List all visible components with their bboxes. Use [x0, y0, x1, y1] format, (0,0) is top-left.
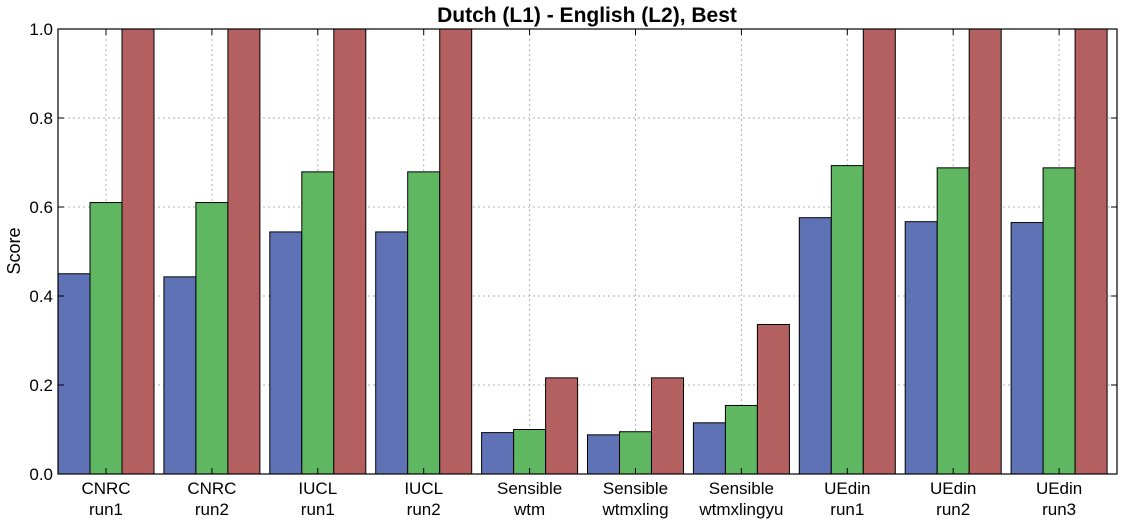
bar [904, 221, 938, 475]
bar [333, 28, 367, 475]
x-tick-label: wtmxling [601, 500, 668, 519]
bar [619, 431, 652, 475]
bar [798, 217, 832, 475]
x-tick-label: Sensible [497, 479, 562, 498]
bar [862, 28, 896, 475]
bar [375, 231, 409, 475]
bar [163, 276, 197, 475]
x-tick-label: run1 [830, 500, 864, 519]
bar [724, 404, 758, 475]
bar [1010, 222, 1044, 475]
x-tick-label: wtm [513, 500, 545, 519]
axis-ticks [58, 28, 1117, 475]
x-tick-label: run2 [407, 500, 441, 519]
x-tick-label: run2 [936, 500, 970, 519]
bar [587, 434, 620, 475]
bar [301, 171, 335, 475]
x-tick-label: run1 [89, 500, 123, 519]
bar [195, 202, 229, 475]
bar [545, 377, 579, 475]
x-tick-label: run1 [301, 500, 335, 519]
y-tick-label: 0.8 [29, 109, 53, 128]
y-tick-label: 0.6 [29, 198, 53, 217]
y-tick-label: 0.0 [29, 465, 53, 484]
x-tick-label: run3 [1042, 500, 1076, 519]
y-tick-label: 1.0 [29, 20, 53, 39]
bar [89, 202, 123, 475]
category-labels: CNRC run1 CNRC run2 IUCL run1 IUCL run2 Sensible… [81, 479, 1082, 519]
bar [756, 323, 790, 475]
bar [439, 28, 473, 475]
x-tick-label: wtmxlingyu [698, 500, 783, 519]
bar [830, 165, 864, 475]
bar [513, 429, 547, 475]
bar [1042, 167, 1076, 475]
bar [121, 28, 155, 475]
x-tick-label: UEdin [930, 479, 976, 498]
bar [651, 377, 684, 475]
bar [692, 422, 726, 475]
bar [57, 273, 91, 475]
x-tick-label: IUCL [298, 479, 337, 498]
bar [227, 28, 261, 475]
bar [481, 432, 515, 475]
chart-title: Dutch (L1) - English (L2), Best [437, 4, 737, 27]
x-tick-label: IUCL [404, 479, 443, 498]
y-tick-label: 0.4 [29, 287, 53, 306]
x-tick-label: Sensible [603, 479, 668, 498]
bar [407, 171, 441, 475]
x-tick-label: CNRC [187, 479, 236, 498]
y-axis-label: Score [4, 227, 24, 274]
y-tick-labels: 0.0 0.2 0.4 0.6 0.8 1.0 [29, 20, 53, 484]
bar [269, 231, 303, 475]
x-tick-label: CNRC [81, 479, 130, 498]
plot-frame [57, 28, 1118, 475]
bar [936, 167, 970, 475]
bars [57, 28, 1108, 475]
x-tick-label: UEdin [824, 479, 870, 498]
y-tick-label: 0.2 [29, 376, 53, 395]
x-tick-label: Sensible [709, 479, 774, 498]
bar [968, 28, 1002, 475]
x-tick-label: run2 [195, 500, 229, 519]
x-tick-label: UEdin [1036, 479, 1082, 498]
bar [1074, 28, 1108, 475]
